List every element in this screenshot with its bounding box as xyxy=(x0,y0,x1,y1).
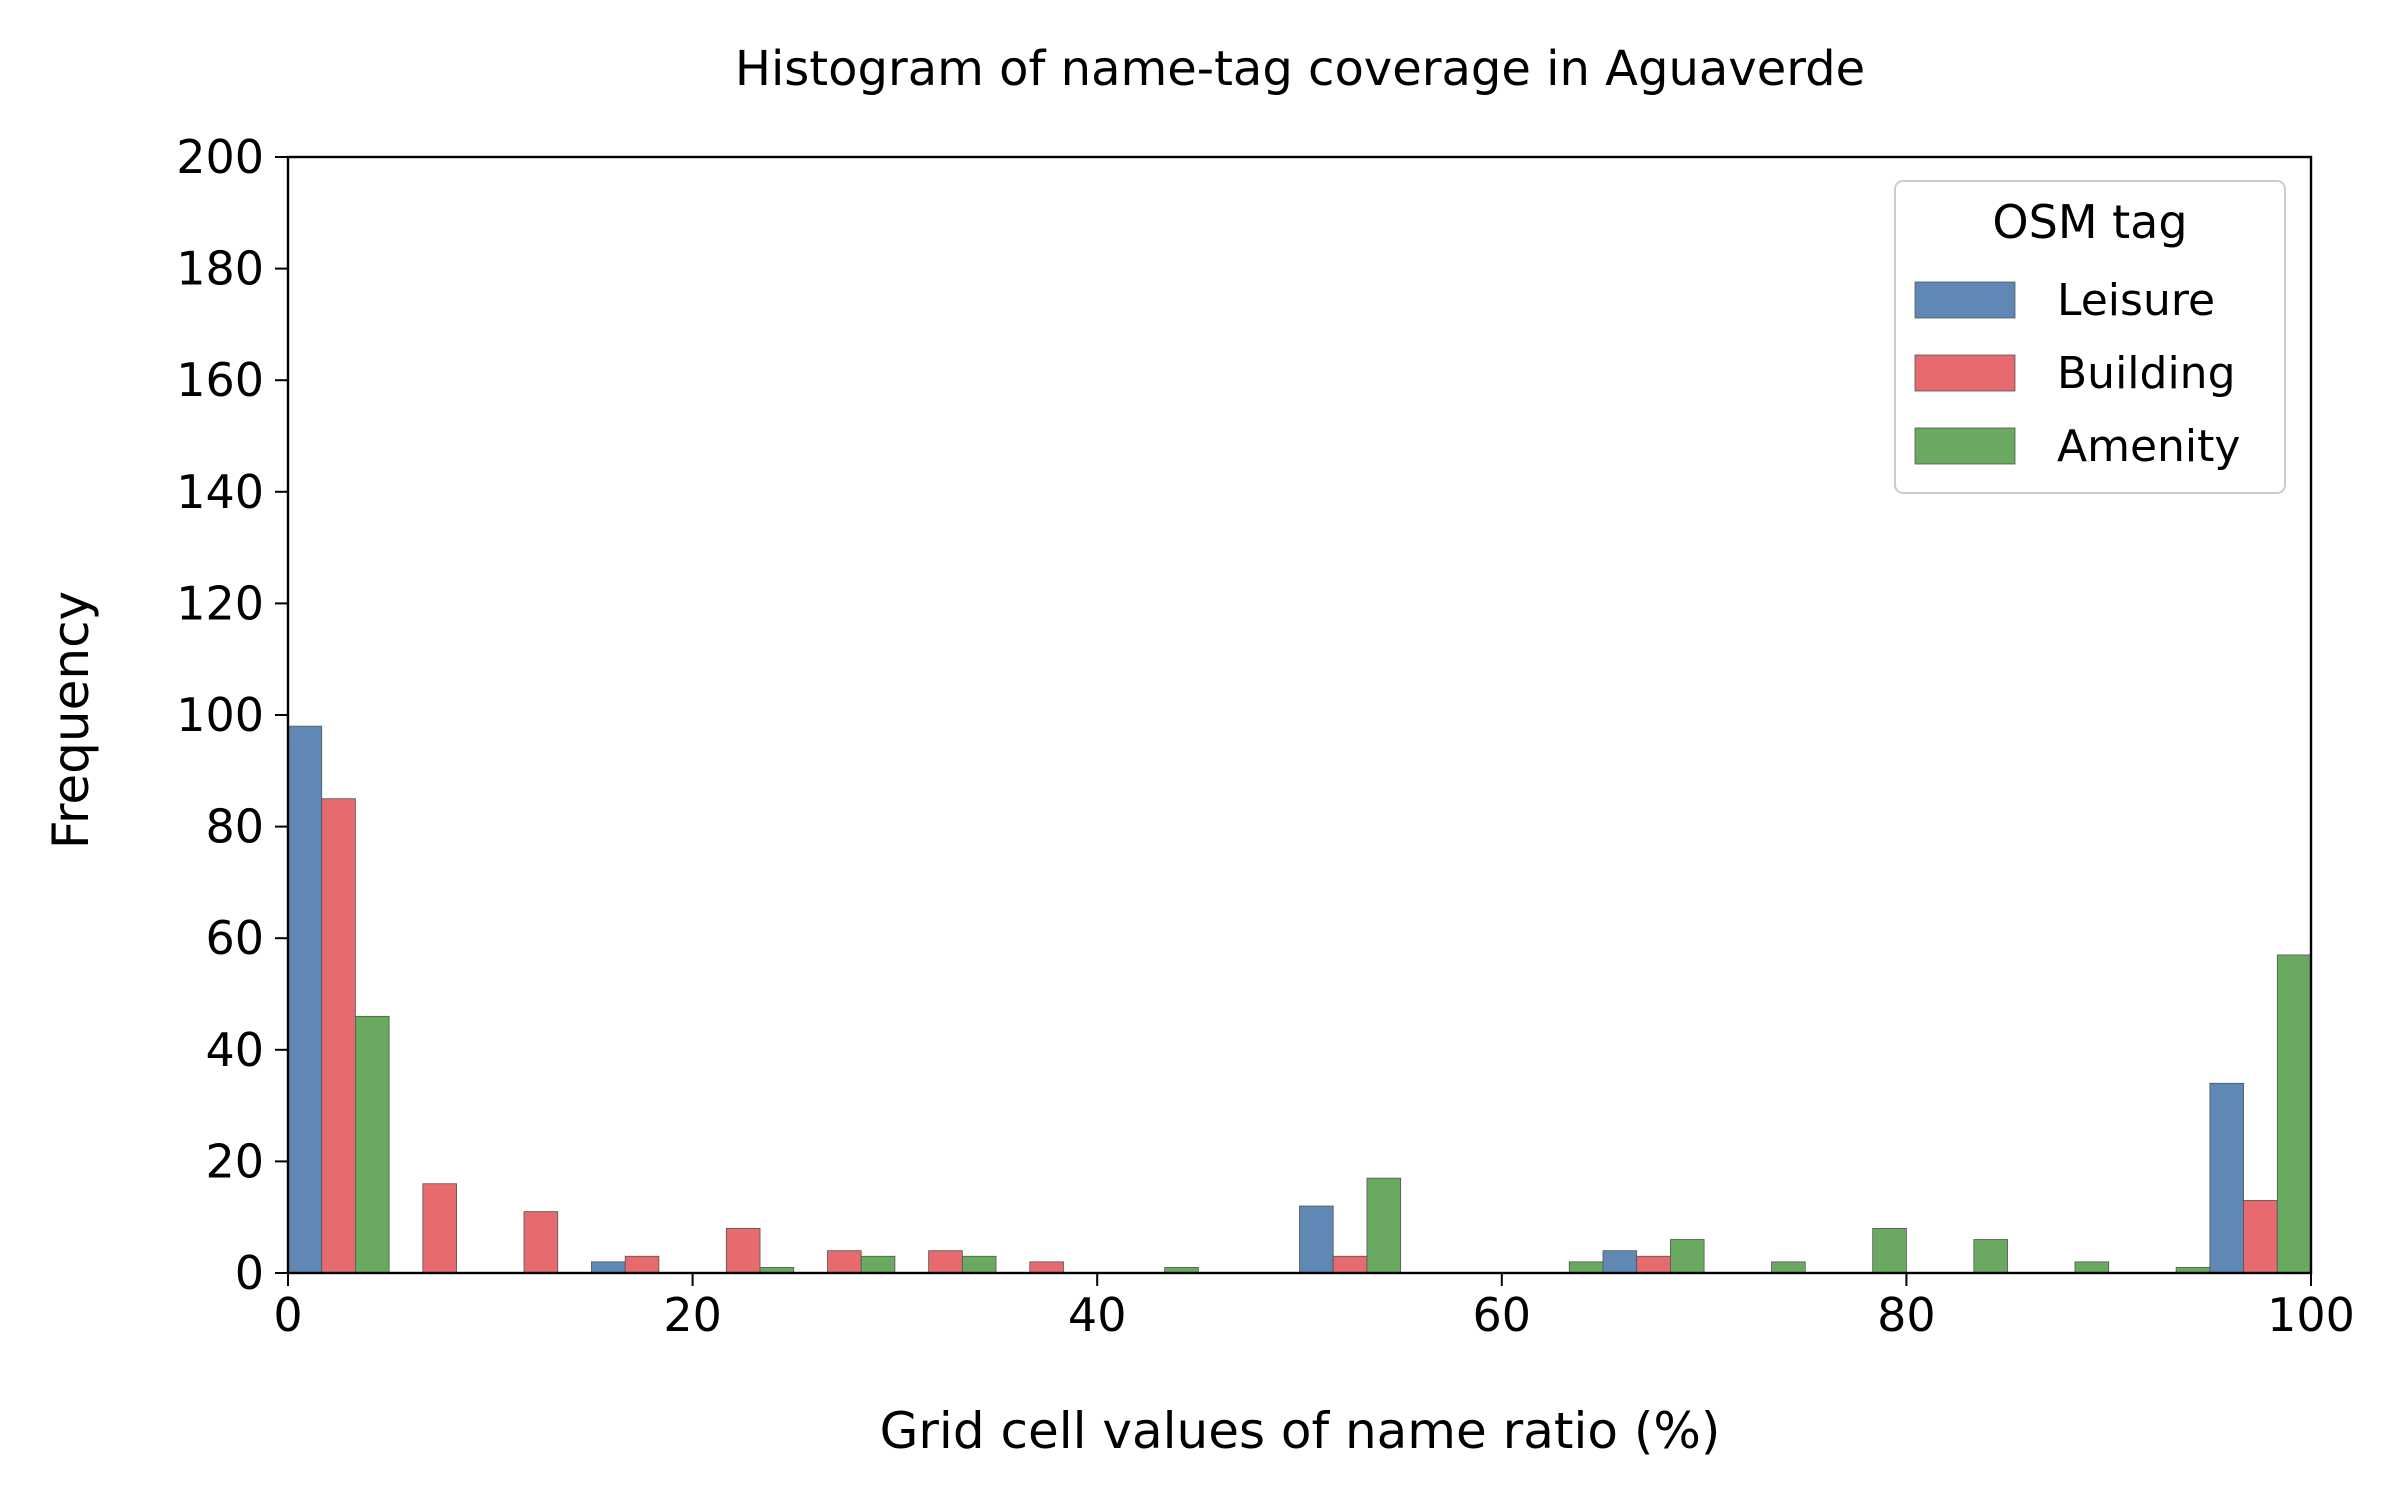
bar-leisure-0-5 xyxy=(287,725,323,1274)
y-tick-label: 60 xyxy=(205,911,264,965)
legend-label-building: Building xyxy=(2057,348,2236,399)
bar-amenity-25-30 xyxy=(860,1255,896,1274)
legend-swatch-amenity xyxy=(1914,427,2016,465)
x-tick-label: 0 xyxy=(273,1288,302,1342)
bar-amenity-60-65 xyxy=(1568,1261,1604,1274)
legend-swatch-leisure xyxy=(1914,281,2016,319)
y-tick-label: 20 xyxy=(205,1134,264,1188)
bar-leisure-95-100 xyxy=(2209,1082,2244,1274)
bar-building-65-70 xyxy=(1636,1255,1671,1274)
y-axis-label: Frequency xyxy=(42,591,100,849)
legend-title: OSM tag xyxy=(1992,195,2187,249)
bar-amenity-65-70 xyxy=(1669,1239,1705,1274)
bar-amenity-95-100 xyxy=(2276,954,2312,1274)
bar-building-5-10 xyxy=(422,1183,457,1274)
y-tick-label: 0 xyxy=(235,1246,264,1300)
bar-amenity-0-5 xyxy=(355,1015,390,1274)
bar-building-10-15 xyxy=(523,1211,559,1274)
legend: OSM tag Leisure Building Amenity xyxy=(1894,180,2286,494)
x-tick-label: 100 xyxy=(2267,1288,2355,1342)
bar-amenity-70-75 xyxy=(1771,1261,1806,1274)
x-tick-label: 40 xyxy=(1068,1288,1127,1342)
axes-layer: 0 20 40 60 80 100 0 20 40 60 80 100 120 140 160 180 200 xyxy=(176,130,2355,1342)
bar-building-50-55 xyxy=(1332,1255,1368,1274)
bar-building-15-20 xyxy=(624,1255,660,1274)
legend-box xyxy=(1894,180,2286,494)
y-tick-label: 200 xyxy=(176,130,264,184)
y-tick-label: 80 xyxy=(205,800,264,854)
bar-amenity-80-85 xyxy=(1973,1239,2008,1274)
y-tick-label: 40 xyxy=(205,1023,264,1077)
y-tick-label: 160 xyxy=(176,353,264,407)
legend-swatch-building xyxy=(1914,354,2016,392)
bar-amenity-50-55 xyxy=(1366,1177,1402,1274)
bar-building-25-30 xyxy=(827,1250,862,1274)
bar-amenity-30-35 xyxy=(961,1255,997,1274)
x-tick-label: 20 xyxy=(663,1288,722,1342)
bar-building-0-5 xyxy=(321,798,356,1274)
bar-building-20-25 xyxy=(725,1227,761,1274)
legend-label-amenity: Amenity xyxy=(2057,421,2240,472)
x-tick-label: 60 xyxy=(1473,1288,1532,1342)
bar-layer xyxy=(287,725,2312,1274)
legend-label-leisure: Leisure xyxy=(2057,275,2215,326)
y-tick-label: 100 xyxy=(176,688,264,742)
y-tick-label: 120 xyxy=(176,576,264,630)
x-tick-label: 80 xyxy=(1877,1288,1936,1342)
bar-building-35-40 xyxy=(1029,1261,1064,1274)
chart-title: Histogram of name-tag coverage in Aguave… xyxy=(735,41,1865,97)
bar-building-30-35 xyxy=(928,1250,963,1274)
bar-leisure-65-70 xyxy=(1602,1250,1638,1274)
bar-leisure-15-20 xyxy=(591,1261,626,1274)
bar-amenity-85-90 xyxy=(2074,1261,2110,1274)
y-tick-label: 180 xyxy=(176,242,264,296)
bar-leisure-50-55 xyxy=(1299,1205,1334,1274)
x-axis-label: Grid cell values of name ratio (%) xyxy=(880,1402,1721,1460)
y-tick-label: 140 xyxy=(176,465,264,519)
bar-building-95-100 xyxy=(2243,1200,2278,1274)
bar-amenity-75-80 xyxy=(1872,1227,1907,1274)
